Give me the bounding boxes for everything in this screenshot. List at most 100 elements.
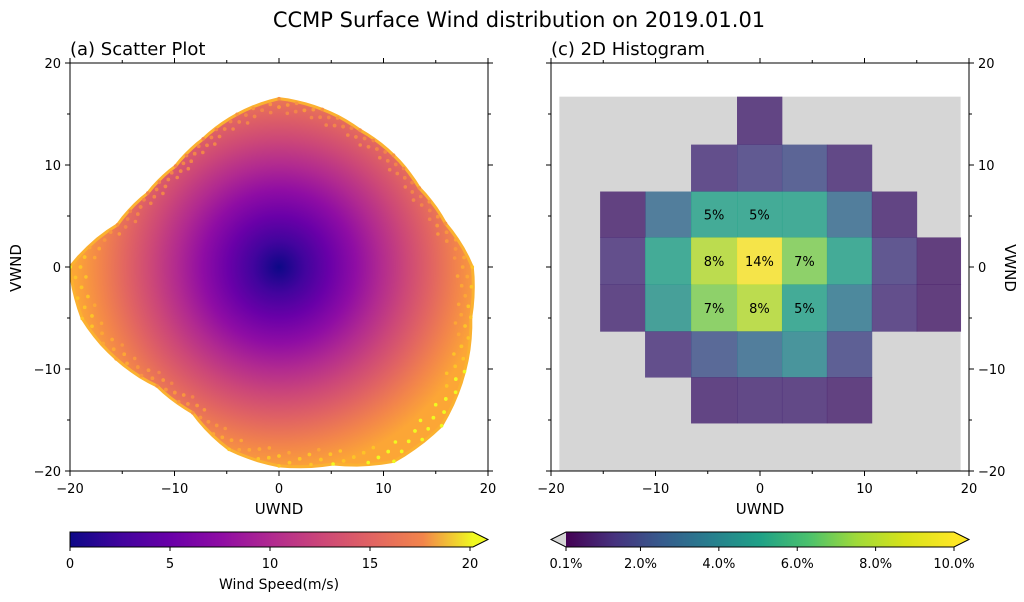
scatter-point: [417, 186, 422, 190]
histogram-cell: [691, 237, 738, 285]
scatter-point: [463, 324, 467, 328]
scatter-point: [100, 331, 104, 336]
scatter-point: [456, 332, 461, 337]
scatter-point: [393, 440, 398, 444]
histogram-cell: [781, 284, 828, 332]
scatter-point: [195, 403, 199, 408]
scatter-point: [394, 162, 398, 167]
scatter-point: [191, 411, 195, 415]
histogram-cell: [737, 377, 783, 424]
colorbar-tick-label: 6.0%: [781, 557, 814, 572]
scatter-point: [166, 177, 171, 182]
scatter-point: [84, 275, 88, 279]
scatter-point: [378, 155, 382, 160]
x-tick-label: −10: [642, 482, 669, 497]
scatter-point: [142, 198, 146, 202]
scatter-point: [285, 103, 290, 107]
histogram-cell: [737, 284, 783, 332]
scatter-point: [462, 369, 467, 374]
histogram-cell-label: 8%: [749, 302, 770, 317]
y-tick-label: 20: [44, 57, 61, 72]
histogram-cell: [737, 331, 783, 378]
histogram-colorbar-ticks: 0.1% 2.0% 4.0% 6.0% 8.0% 10.0%: [549, 547, 975, 572]
scatter-point: [176, 400, 181, 404]
scatter-point: [222, 127, 227, 131]
scatter-point: [410, 180, 414, 185]
histogram-cell: [781, 144, 828, 192]
y-tick-label: 10: [978, 159, 995, 174]
scatter-point: [79, 285, 84, 290]
histogram-cell: [737, 96, 783, 145]
scatter-point: [463, 294, 468, 298]
scatter-point: [227, 447, 231, 452]
scatter-point: [335, 116, 340, 120]
scatter-point: [436, 214, 440, 219]
scatter-point: [86, 294, 90, 299]
scatter-point: [420, 437, 425, 442]
scatter-point: [132, 356, 137, 361]
histogram-cell: [826, 237, 873, 285]
colorbar-tick-label: 5: [166, 557, 174, 572]
scatter-point: [436, 232, 440, 236]
histogram-cell-label: 5%: [749, 208, 770, 223]
scatter-point: [454, 377, 458, 381]
scatter-point: [136, 212, 140, 216]
scatter-point: [395, 171, 400, 176]
x-tick-label: −10: [161, 482, 188, 497]
scatter-point: [169, 170, 174, 175]
scatter-point: [178, 169, 183, 173]
scatter-point: [101, 341, 105, 346]
histogram-cell: [737, 191, 783, 238]
scatter-point: [175, 175, 179, 180]
scatter-point: [341, 124, 345, 129]
scatter-point: [324, 123, 329, 127]
scatter-point: [237, 448, 241, 452]
histogram-panel: (c) 2D Histogram 5% 5%8% 14% 7%7% 8% 5% −20−2…: [537, 39, 1019, 572]
scatter-point: [328, 452, 333, 457]
scatter-point: [444, 384, 449, 388]
scatter-point: [375, 147, 379, 151]
scatter-point: [469, 284, 474, 289]
scatter-point: [128, 209, 133, 214]
scatter-point: [410, 190, 415, 194]
scatter-point: [285, 111, 290, 116]
scatter-point: [387, 167, 392, 172]
histogram-cell: [737, 237, 783, 285]
scatter-point: [277, 96, 281, 101]
scatter-point: [443, 221, 448, 226]
scatter-point: [251, 106, 256, 111]
scatter-point: [320, 107, 325, 112]
colorbar-tick-label: 20: [462, 557, 479, 572]
wind-speed-colorbar-label: Wind Speed(m/s): [219, 577, 339, 593]
scatter-point: [444, 230, 449, 234]
scatter-point: [110, 337, 114, 342]
x-tick-label: −20: [56, 482, 83, 497]
scatter-point: [366, 145, 371, 149]
scatter-point: [138, 205, 143, 209]
histogram-cell: [916, 237, 962, 285]
scatter-point: [403, 176, 407, 180]
histogram-cell: [826, 284, 873, 332]
scatter-point: [257, 447, 262, 451]
scatter-point: [444, 371, 449, 376]
histogram-cell: [916, 284, 962, 332]
scatter-point: [428, 208, 432, 213]
x-tick-label: 20: [480, 482, 497, 497]
x-tick-label: 10: [856, 482, 873, 497]
scatter-point: [277, 454, 281, 458]
scatter-point: [73, 275, 78, 280]
scatter-point: [149, 201, 153, 206]
histogram-cell: [826, 331, 873, 378]
scatter-point: [214, 423, 219, 428]
scatter-x-label: UWND: [255, 500, 304, 518]
scatter-point: [97, 246, 101, 251]
scatter-point: [237, 120, 241, 124]
scatter-point: [366, 460, 371, 465]
colorbar-tick-label: 2.0%: [624, 557, 657, 572]
scatter-point: [287, 450, 291, 455]
scatter-point: [391, 153, 396, 157]
scatter-point: [358, 143, 363, 147]
histogram-y-label: VWND: [1001, 244, 1019, 292]
histogram-cell: [826, 377, 873, 424]
y-tick-label: 0: [53, 261, 61, 276]
